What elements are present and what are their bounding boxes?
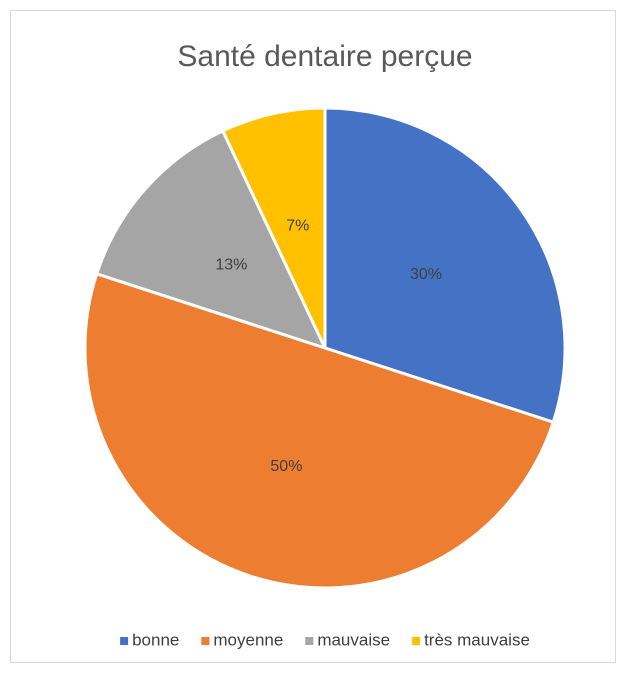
- legend-marker: [120, 637, 129, 645]
- legend-marker: [412, 637, 421, 645]
- pie-slice: [83, 271, 556, 590]
- legend-label: très mauvaise: [424, 630, 530, 649]
- data-label: 50%: [270, 458, 302, 475]
- data-label: 30%: [410, 266, 442, 283]
- pie-slice: [323, 106, 567, 425]
- pie-slice: [220, 106, 327, 349]
- data-label: 13%: [215, 257, 247, 274]
- chart-title: Santé dentaire perçue: [177, 40, 472, 73]
- data-label: 7%: [286, 217, 309, 234]
- legend-label: mauvaise: [317, 630, 390, 649]
- legend-marker: [201, 637, 210, 645]
- pie-slice: [94, 128, 328, 351]
- legend-label: moyenne: [213, 630, 283, 649]
- legend-label: bonne: [132, 630, 179, 649]
- legend-marker: [305, 637, 314, 645]
